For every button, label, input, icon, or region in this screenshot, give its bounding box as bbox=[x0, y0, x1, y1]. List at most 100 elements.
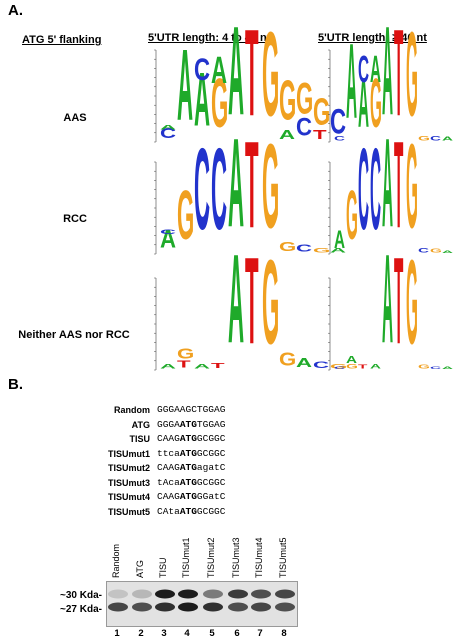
logo-neither-long: C GAT A A T G G C A bbox=[328, 230, 453, 371]
logo-letter: G bbox=[406, 237, 418, 370]
logo-letter: A bbox=[194, 58, 210, 142]
lane-label: TISUmut4 bbox=[254, 537, 264, 578]
logo-letter: C bbox=[430, 135, 442, 142]
logo-letter: G bbox=[406, 9, 418, 142]
band-lower bbox=[108, 602, 128, 612]
logo-letter: T bbox=[177, 358, 191, 370]
logo-letter: G bbox=[279, 240, 296, 254]
seq-value: tAcaATGGCGGC bbox=[157, 476, 226, 488]
logo-letter: G bbox=[418, 135, 430, 142]
logo-letter: C bbox=[313, 360, 329, 370]
logo-letter: T bbox=[358, 365, 367, 370]
logo-letter: T bbox=[245, 232, 259, 370]
row-label-aas: AAS bbox=[63, 112, 87, 124]
logo-neither-short: A TGA T A T G G A C G bbox=[154, 229, 347, 371]
seq-name: TISUmut4 bbox=[107, 492, 150, 502]
lane-label: TISUmut3 bbox=[231, 537, 241, 578]
logo-letter: A bbox=[279, 128, 295, 142]
logo-letter: A bbox=[442, 366, 453, 370]
western-blot bbox=[106, 581, 298, 627]
logo-letter: T bbox=[245, 4, 259, 142]
band-lower bbox=[251, 602, 271, 612]
logo-letter: C bbox=[330, 103, 346, 142]
seq-name: Random bbox=[114, 405, 150, 415]
logo-letter: G bbox=[279, 349, 296, 370]
logo-letter: G bbox=[430, 249, 442, 254]
lane-label: TISUmut5 bbox=[278, 537, 288, 578]
atg-flanking-header: ATG 5' flanking bbox=[22, 34, 102, 46]
logo-letter: G bbox=[370, 65, 382, 142]
band-lower bbox=[132, 602, 152, 612]
logo-aas-long: C A AC GA A T G G C A bbox=[328, 2, 453, 143]
logo-letter: C bbox=[211, 123, 227, 254]
lane-label: TISUmut1 bbox=[181, 537, 191, 578]
logo-letter: G bbox=[211, 64, 228, 142]
logo-letter: C bbox=[296, 113, 312, 142]
logo-letter: A bbox=[442, 137, 453, 142]
lane-label: ATG bbox=[135, 560, 145, 578]
logo-letter: T bbox=[313, 128, 327, 142]
logo-letter: C bbox=[296, 242, 312, 254]
panel-b-letter: B. bbox=[8, 376, 23, 393]
seq-value: GGGAATGTGGAG bbox=[157, 418, 226, 430]
logo-letter: G bbox=[177, 176, 194, 254]
logo-letter: G bbox=[262, 121, 279, 254]
band-upper bbox=[178, 589, 198, 599]
logo-letter: A bbox=[346, 354, 357, 366]
logo-letter: G bbox=[346, 177, 358, 254]
seq-name: TISUmut5 bbox=[107, 506, 150, 517]
band-lower bbox=[275, 602, 295, 612]
band-upper bbox=[203, 589, 223, 599]
mw-marker-30: ~30 Kda- bbox=[60, 590, 102, 601]
seq-name: ATG bbox=[131, 419, 150, 430]
logo-letter: T bbox=[211, 361, 225, 370]
seq-value: CAAGATGGCGGC bbox=[157, 433, 226, 444]
lane-label: Random bbox=[111, 543, 121, 578]
logo-letter: C bbox=[160, 229, 176, 236]
row-label-neither: Neither AAS nor RCC bbox=[18, 329, 130, 341]
lane-label: TISUmut2 bbox=[206, 537, 216, 578]
seq-value: CAtaATGGCGGC bbox=[157, 505, 226, 517]
logo-letter: A bbox=[194, 363, 210, 370]
logo-letter: A bbox=[334, 226, 345, 254]
logo-letter: G bbox=[177, 346, 194, 363]
logo-letter: A bbox=[442, 250, 453, 254]
panel-a-letter: A. bbox=[8, 2, 23, 19]
col1-header: 5'UTR length: 4 to 45 nt bbox=[148, 32, 271, 44]
logo-letter: A bbox=[296, 356, 312, 370]
logo-rcc-short: AC G C C A T G G C G A bbox=[154, 113, 346, 255]
lane-number: 2 bbox=[138, 628, 144, 639]
logo-letter: A bbox=[177, 30, 193, 142]
col2-header: 5'UTR length: ≥ 46 nt bbox=[318, 32, 427, 44]
lane-number: 1 bbox=[114, 628, 120, 639]
band-upper bbox=[228, 589, 248, 599]
lane-number: 4 bbox=[184, 628, 190, 639]
logo-letter: A bbox=[160, 124, 176, 131]
logo-letter: G bbox=[418, 365, 430, 370]
logo-letter: C bbox=[160, 125, 176, 142]
seq-value: CAAGATGagatC bbox=[157, 462, 226, 473]
band-lower bbox=[203, 602, 223, 612]
lane-label: TISU bbox=[158, 557, 168, 578]
logo-letter: A bbox=[160, 225, 176, 254]
logo-letter: A bbox=[382, 114, 393, 254]
logo-letter: A bbox=[358, 65, 369, 142]
lane-number: 7 bbox=[257, 628, 263, 639]
logo-letter: G bbox=[330, 363, 347, 370]
logo-letter: A bbox=[228, 113, 244, 254]
seq-name: TISUmut2 bbox=[107, 463, 150, 473]
logo-letter: G bbox=[279, 70, 296, 133]
logo-letter: A bbox=[370, 363, 382, 370]
logo-letter: G bbox=[262, 237, 279, 370]
logo-letter: A bbox=[370, 49, 381, 91]
lane-number: 8 bbox=[281, 628, 287, 639]
mw-marker-27: ~27 Kda- bbox=[60, 604, 102, 615]
logo-letter: A bbox=[382, 230, 393, 370]
band-upper bbox=[275, 589, 295, 599]
logo-letter: T bbox=[245, 116, 259, 254]
logo-letter: A bbox=[382, 2, 393, 142]
seq-name: TISUmut1 bbox=[107, 448, 150, 459]
logo-letter: T bbox=[394, 231, 403, 370]
